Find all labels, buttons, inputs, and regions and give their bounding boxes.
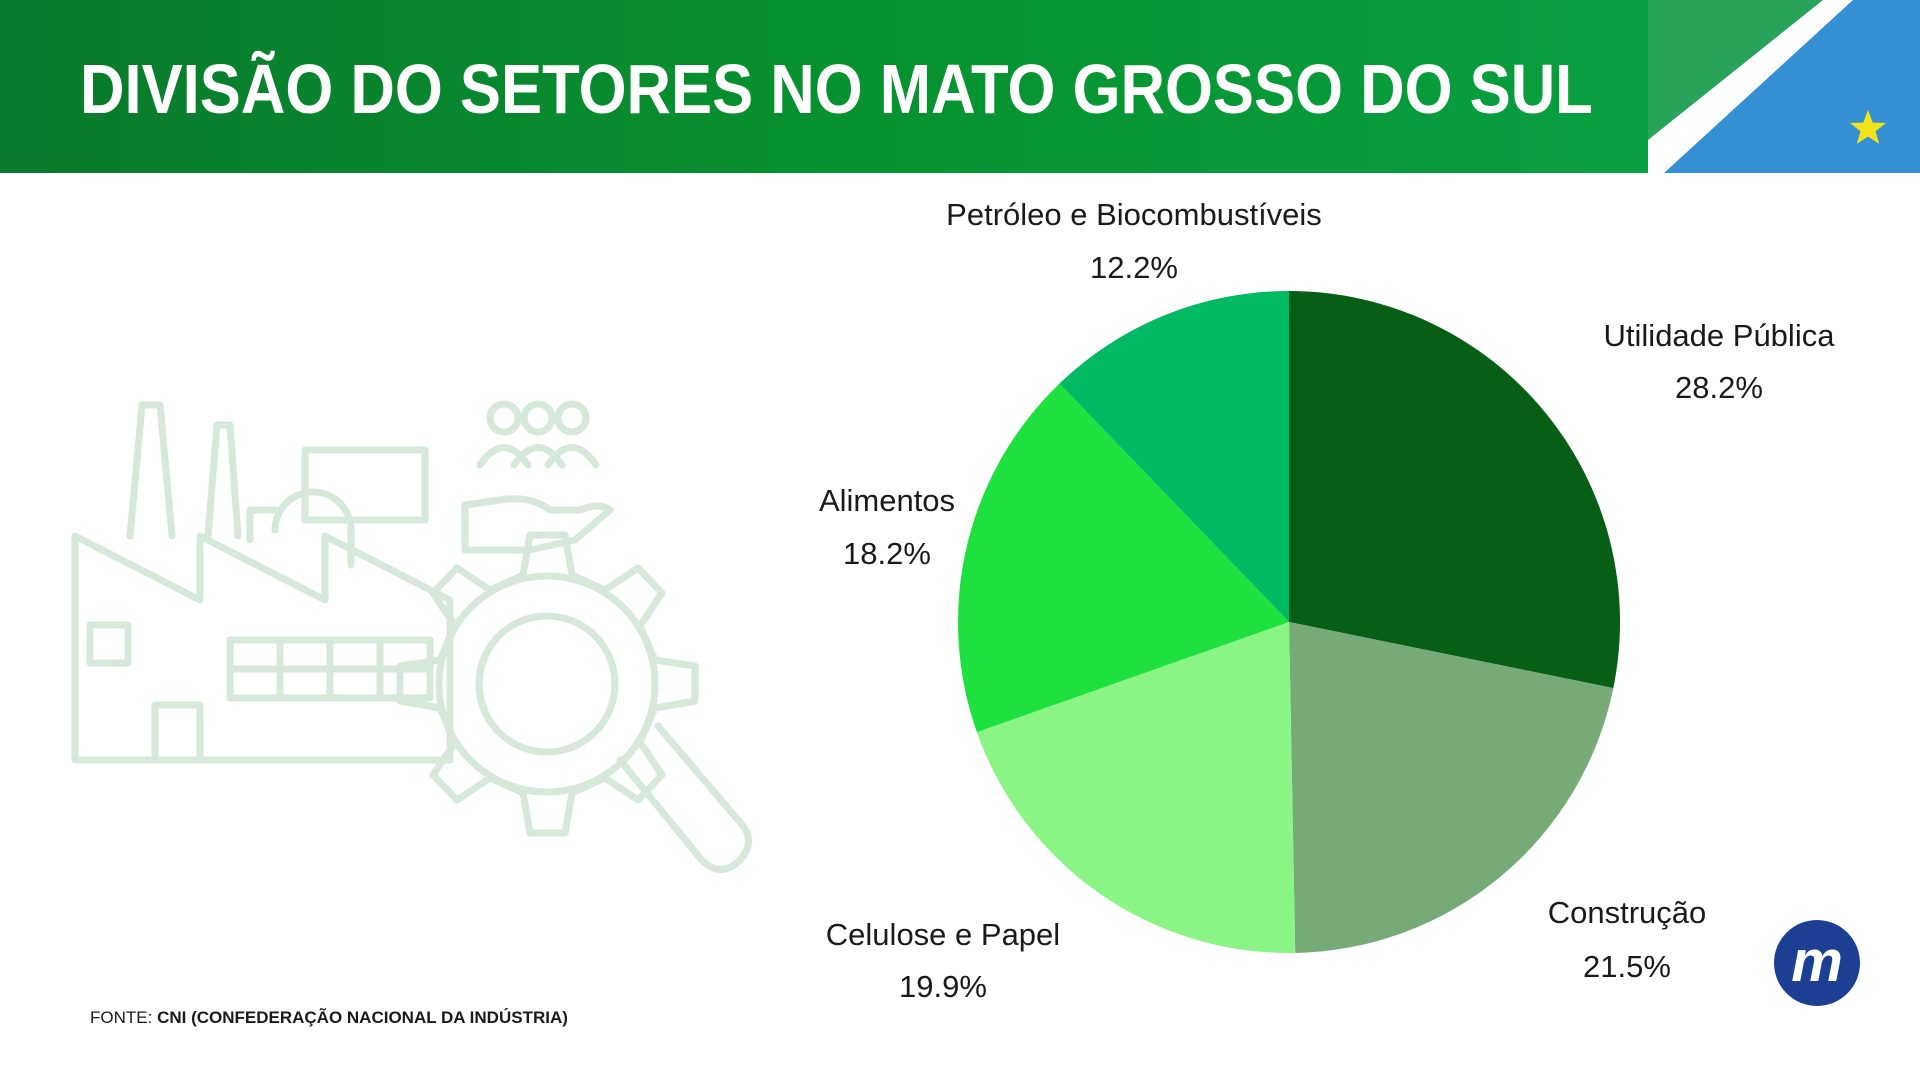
logo-circle xyxy=(1774,920,1860,1006)
source-note: FONTE: CNI (CONFEDERAÇÃO NACIONAL DA IND… xyxy=(90,1008,568,1028)
pie-slice-petroleo-e-biocombustiveis xyxy=(1059,291,1289,622)
flag-blue-field xyxy=(1648,0,1920,173)
factory-illustration-icon xyxy=(71,400,752,873)
source-prefix: FONTE: xyxy=(90,1008,158,1027)
pie-labels: Utilidade Pública 28.2% Construção 21.5%… xyxy=(819,197,1835,1004)
header-banner: DIVISÃO DO SETORES NO MATO GROSSO DO SUL xyxy=(0,0,1920,173)
slice-label-petroleo-e-biocombustiveis: Petróleo e Biocombustíveis xyxy=(946,197,1322,232)
slice-value-construcao: 21.5% xyxy=(1583,949,1671,984)
logo-letter: m xyxy=(1791,929,1843,994)
slice-value-alimentos: 18.2% xyxy=(843,536,931,571)
star-icon xyxy=(1850,110,1886,144)
pie-slice-construcao xyxy=(1289,622,1614,953)
slice-value-petroleo-e-biocombustiveis: 12.2% xyxy=(1090,250,1178,285)
m-logo-icon: m xyxy=(1774,920,1860,1006)
page-title: DIVISÃO DO SETORES NO MATO GROSSO DO SUL xyxy=(80,50,1593,128)
slice-value-utilidade-publica: 28.2% xyxy=(1675,370,1763,405)
pie-chart: Utilidade Pública 28.2% Construção 21.5%… xyxy=(819,197,1835,1004)
slice-label-celulose-e-papel: Celulose e Papel xyxy=(826,917,1060,952)
slice-label-construcao: Construção xyxy=(1548,895,1707,930)
state-flag-icon xyxy=(1648,0,1920,173)
pie-slice-celulose-e-papel xyxy=(976,622,1296,953)
source-name: CNI (CONFEDERAÇÃO NACIONAL DA INDÚSTRIA) xyxy=(157,1008,568,1027)
pie-slice-alimentos xyxy=(958,383,1289,733)
pie-slices xyxy=(958,291,1620,953)
slice-label-utilidade-publica: Utilidade Pública xyxy=(1604,318,1836,353)
pie-slice-utilidade-publica xyxy=(1289,291,1620,689)
slice-label-alimentos: Alimentos xyxy=(819,483,955,518)
slice-value-celulose-e-papel: 19.9% xyxy=(899,969,987,1004)
flag-white-stripe xyxy=(1648,0,1853,173)
